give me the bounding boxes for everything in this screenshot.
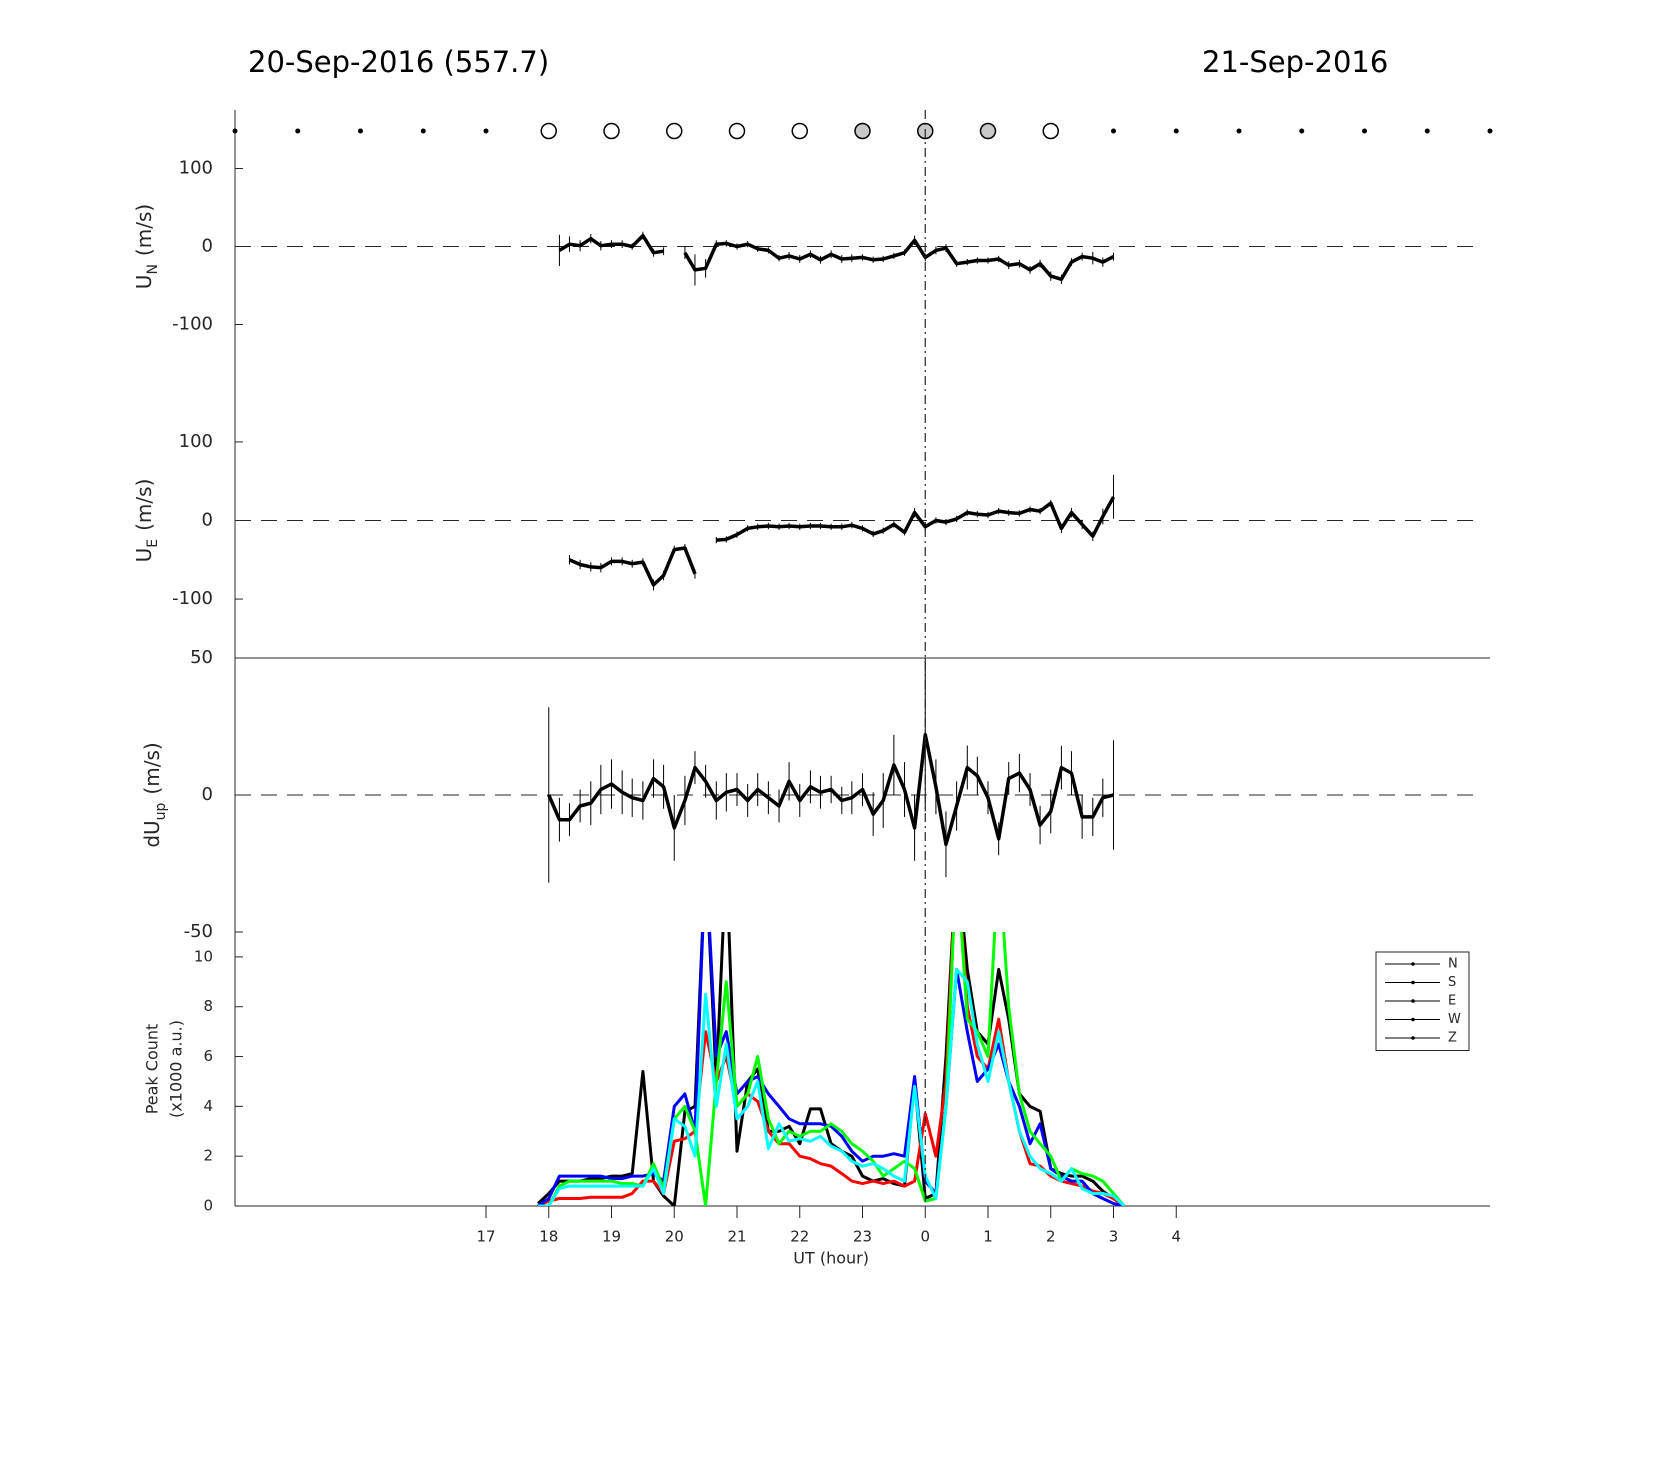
marker xyxy=(540,122,557,140)
series-line xyxy=(537,932,1125,1206)
legend-label: E xyxy=(1448,994,1456,1009)
y-tick-label: 100 xyxy=(179,158,213,179)
y-label-unit: (m/s) xyxy=(132,479,156,531)
marker xyxy=(1362,128,1367,134)
x-tick-label: 20 xyxy=(665,1228,684,1246)
x-tick-label: 23 xyxy=(853,1228,872,1246)
series-line xyxy=(538,932,1126,1206)
y-label-sub: N xyxy=(145,264,161,274)
legend-dot xyxy=(1411,962,1415,966)
x-tick-label: 1 xyxy=(983,1228,993,1246)
x-tick-label: 2 xyxy=(1046,1228,1056,1246)
marker xyxy=(1173,128,1179,134)
legend-label: W xyxy=(1448,1012,1461,1027)
plot-area xyxy=(537,932,1126,1206)
y-axis-label: (x1000 a.u.) xyxy=(167,1020,186,1118)
x-axis-label: UT (hour) xyxy=(793,1249,869,1268)
x-tick-label: 3 xyxy=(1109,1228,1119,1246)
y-tick-label: 4 xyxy=(203,1097,213,1115)
y-label-main: U xyxy=(132,275,156,290)
series-line xyxy=(558,233,1115,282)
y-axis-label: dUup (m/s) xyxy=(140,742,170,847)
x-tick-label: 18 xyxy=(539,1228,558,1246)
marker xyxy=(1299,128,1305,134)
x-tick-label: 17 xyxy=(476,1228,495,1246)
y-label-sub: up xyxy=(153,802,169,820)
y-tick-label: 6 xyxy=(203,1047,213,1065)
x-tick-label: 22 xyxy=(790,1228,809,1246)
legend-label: Z xyxy=(1448,1031,1457,1046)
y-tick-label: 8 xyxy=(203,997,213,1015)
marker xyxy=(358,128,363,134)
marker xyxy=(791,122,808,140)
y-label-main: U xyxy=(132,548,156,563)
legend-dot xyxy=(1411,1036,1415,1040)
x-tick-label: 0 xyxy=(920,1228,930,1246)
series-line xyxy=(568,496,1116,587)
marker xyxy=(1042,122,1059,140)
title-left: 20-Sep-2016 (557.7) xyxy=(248,45,549,79)
marker xyxy=(483,128,489,134)
legend-label: S xyxy=(1448,975,1456,990)
title-right: 21-Sep-2016 xyxy=(1202,45,1388,79)
y-tick-label: -50 xyxy=(184,921,213,942)
y-label-unit: (m/s) xyxy=(132,204,156,256)
y-tick-label: 0 xyxy=(202,236,213,257)
y-tick-label: 0 xyxy=(203,1197,213,1215)
marker xyxy=(420,128,426,134)
x-tick-label: 19 xyxy=(602,1228,621,1246)
y-label-main: dU xyxy=(140,820,164,847)
y-tick-label: 50 xyxy=(190,647,213,668)
series-line xyxy=(547,732,1114,847)
marker xyxy=(1487,128,1493,134)
marker xyxy=(1111,128,1116,134)
y-axis-label: UN (m/s) xyxy=(132,204,162,289)
y-tick-label: -100 xyxy=(172,314,213,335)
marker xyxy=(1236,128,1242,134)
series-line xyxy=(538,967,1126,1206)
marker xyxy=(666,122,683,140)
series-line xyxy=(537,932,1126,1206)
y-tick-label: 10 xyxy=(194,947,213,965)
marker xyxy=(979,122,997,140)
y-tick-label: 0 xyxy=(202,784,213,805)
y-axis-label: Peak Count xyxy=(143,1024,162,1115)
y-label-unit: (m/s) xyxy=(140,742,164,794)
marker xyxy=(603,122,620,140)
y-tick-label: 100 xyxy=(179,431,213,452)
x-tick-label: 4 xyxy=(1171,1228,1181,1246)
marker xyxy=(232,128,238,134)
series-line xyxy=(537,932,1126,1206)
x-tick-label: 21 xyxy=(727,1228,746,1246)
y-label-sub: E xyxy=(145,539,161,548)
y-tick-label: 2 xyxy=(203,1147,213,1165)
legend-label: N xyxy=(1448,957,1458,972)
marker xyxy=(1424,128,1430,134)
legend-dot xyxy=(1411,980,1415,985)
y-axis-label: UE (m/s) xyxy=(132,479,162,563)
y-tick-label: 0 xyxy=(202,510,213,531)
marker xyxy=(854,122,871,140)
y-tick-label: -100 xyxy=(172,588,213,609)
legend-dot xyxy=(1411,999,1415,1003)
marker xyxy=(728,122,746,140)
legend-dot xyxy=(1411,1017,1415,1022)
marker xyxy=(295,128,301,134)
